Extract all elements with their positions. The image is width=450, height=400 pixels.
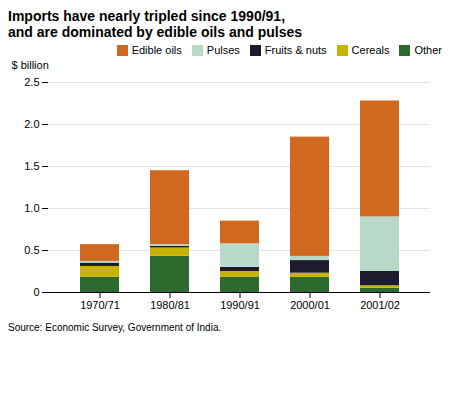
svg-text:2.0: 2.0	[24, 118, 39, 130]
svg-text:1.0: 1.0	[24, 202, 39, 214]
html-text:Imports have nearly tripled si: Imports have nearly tripled since 1990/9…	[8, 8, 303, 40]
svg-text:1980/81: 1980/81	[150, 299, 190, 311]
svg-text:1970/71: 1970/71	[80, 299, 120, 311]
html-text:Pulses: Pulses	[206, 44, 240, 56]
svg-text:0: 0	[33, 286, 39, 298]
svg-text:0.5: 0.5	[24, 244, 39, 256]
html-text:Edible oils: Edible oils	[131, 44, 182, 56]
svg-text:1990/91: 1990/91	[220, 299, 260, 311]
svg-text:2000/01: 2000/01	[290, 299, 330, 311]
html-text:Fruits & nuts: Fruits & nuts	[264, 44, 327, 56]
svg-text:2.5: 2.5	[24, 76, 39, 88]
html-text:Cereals: Cereals	[351, 44, 390, 56]
html-text:Other: Other	[414, 44, 442, 56]
svg-text:1.5: 1.5	[24, 160, 39, 172]
html-text:Source: Economic Survey, Gover: Source: Economic Survey, Government of I…	[8, 322, 222, 333]
svg-text:$ billion: $ billion	[12, 59, 49, 71]
svg-text:2001/02: 2001/02	[360, 299, 400, 311]
